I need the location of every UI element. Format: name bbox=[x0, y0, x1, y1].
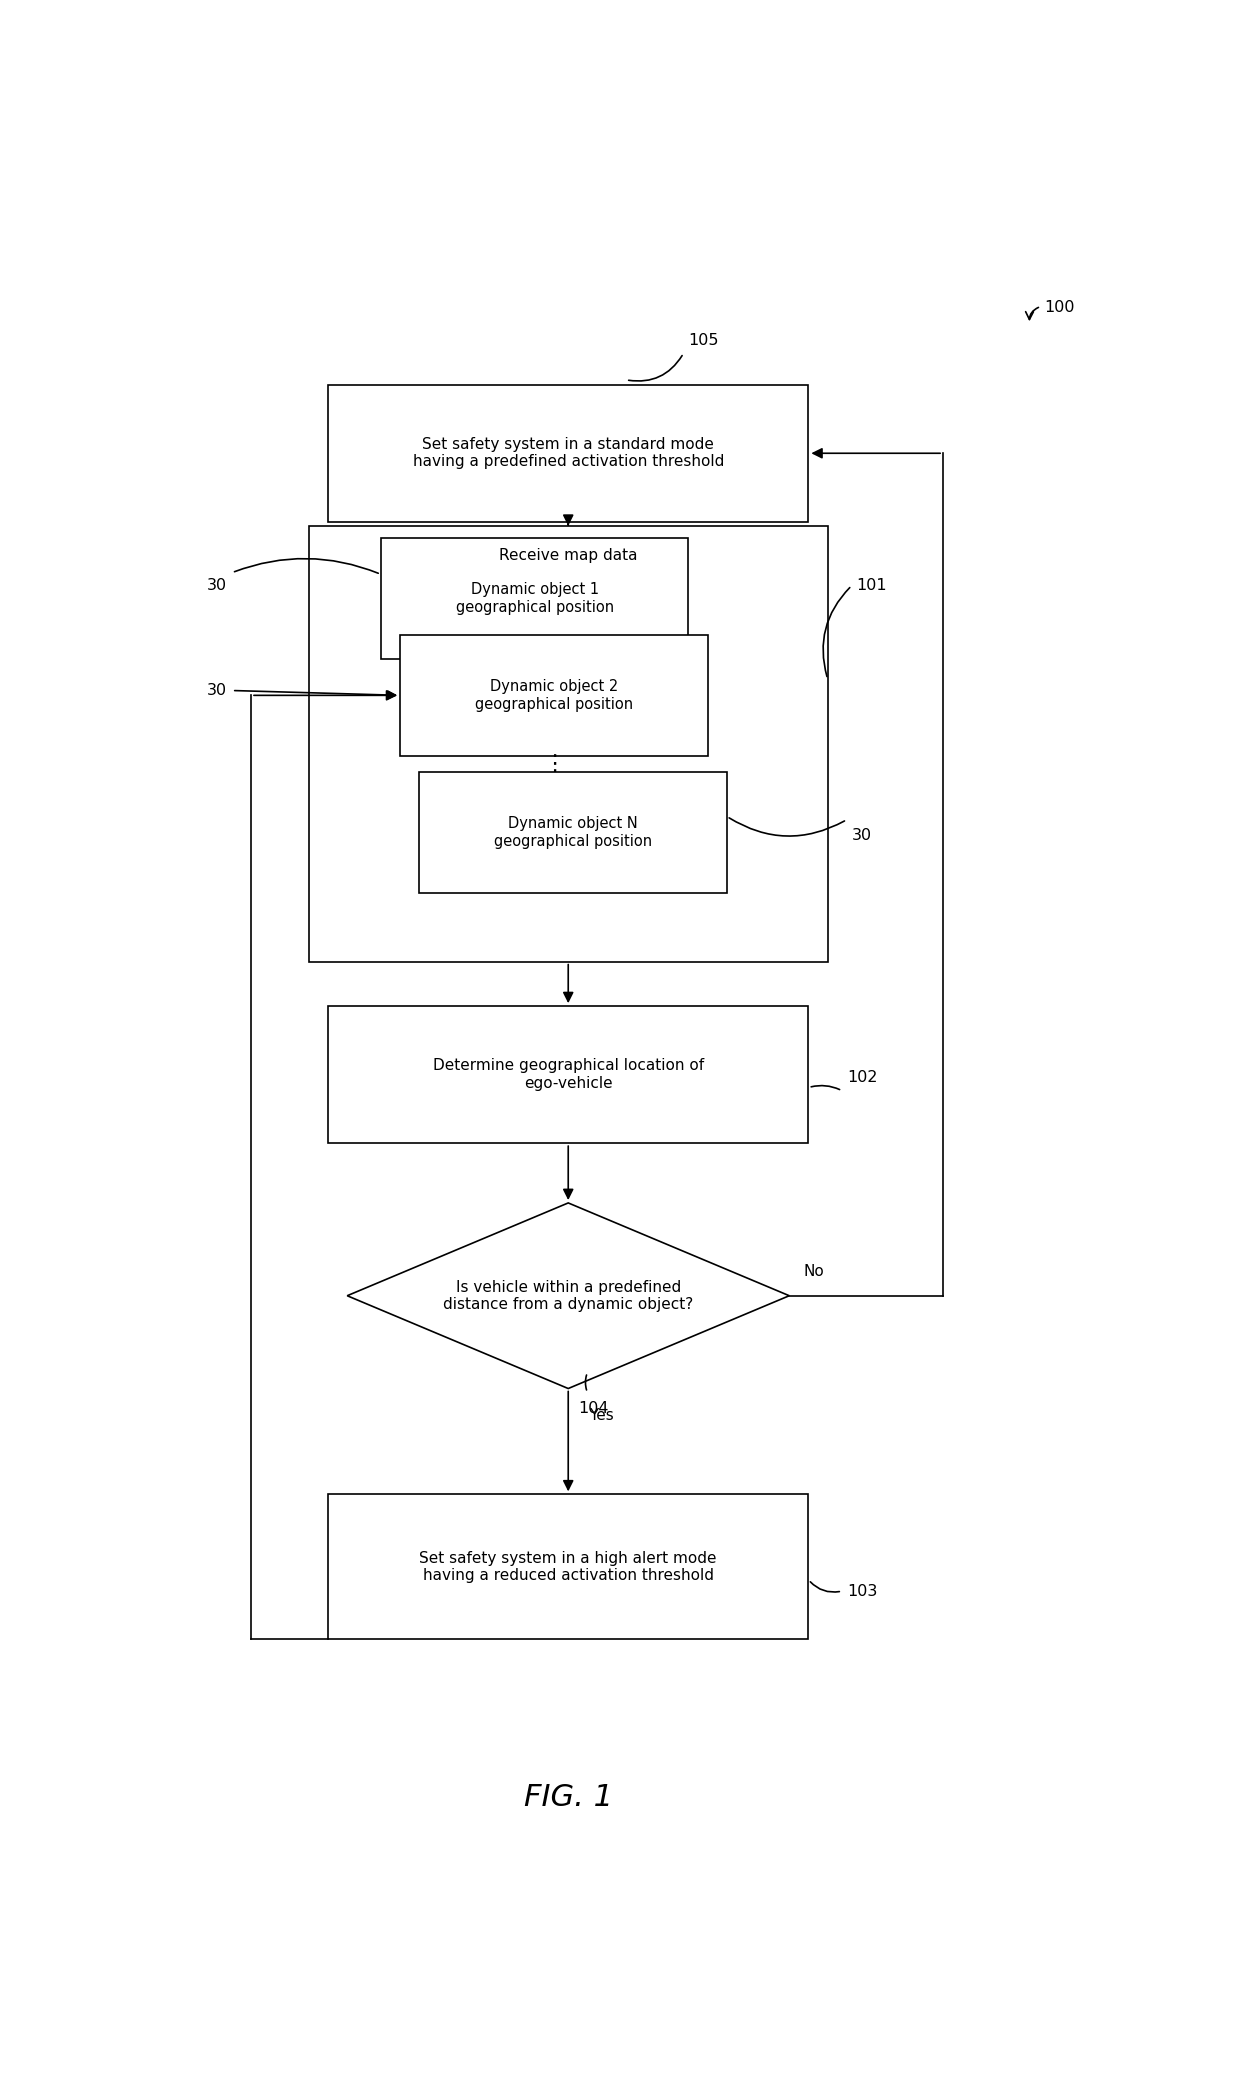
Text: Set safety system in a standard mode
having a predefined activation threshold: Set safety system in a standard mode hav… bbox=[413, 438, 724, 470]
Text: Dynamic object N
geographical position: Dynamic object N geographical position bbox=[494, 815, 652, 849]
Text: 30: 30 bbox=[207, 578, 227, 593]
FancyBboxPatch shape bbox=[381, 539, 688, 658]
Text: 100: 100 bbox=[1044, 300, 1074, 314]
Polygon shape bbox=[347, 1203, 789, 1388]
Text: 101: 101 bbox=[857, 578, 887, 593]
Text: Receive map data: Receive map data bbox=[498, 549, 637, 564]
FancyBboxPatch shape bbox=[327, 1494, 808, 1639]
Text: No: No bbox=[804, 1264, 825, 1279]
Text: 30: 30 bbox=[207, 683, 227, 698]
FancyBboxPatch shape bbox=[401, 635, 708, 757]
Text: 103: 103 bbox=[847, 1585, 877, 1599]
Text: 105: 105 bbox=[688, 333, 719, 348]
FancyBboxPatch shape bbox=[309, 526, 828, 962]
Text: Yes: Yes bbox=[589, 1409, 614, 1423]
Text: 30: 30 bbox=[852, 828, 872, 843]
Text: FIG. 1: FIG. 1 bbox=[523, 1784, 613, 1813]
Text: 104: 104 bbox=[578, 1400, 609, 1415]
Text: Is vehicle within a predefined
distance from a dynamic object?: Is vehicle within a predefined distance … bbox=[443, 1279, 693, 1312]
Text: ⋮: ⋮ bbox=[543, 755, 565, 773]
Text: Determine geographical location of
ego-vehicle: Determine geographical location of ego-v… bbox=[433, 1058, 704, 1090]
FancyBboxPatch shape bbox=[327, 1006, 808, 1142]
FancyBboxPatch shape bbox=[327, 386, 808, 522]
FancyBboxPatch shape bbox=[419, 771, 727, 893]
Text: Dynamic object 1
geographical position: Dynamic object 1 geographical position bbox=[455, 583, 614, 614]
Text: 102: 102 bbox=[847, 1071, 878, 1086]
Text: Dynamic object 2
geographical position: Dynamic object 2 geographical position bbox=[475, 679, 632, 711]
Text: Set safety system in a high alert mode
having a reduced activation threshold: Set safety system in a high alert mode h… bbox=[419, 1551, 717, 1582]
